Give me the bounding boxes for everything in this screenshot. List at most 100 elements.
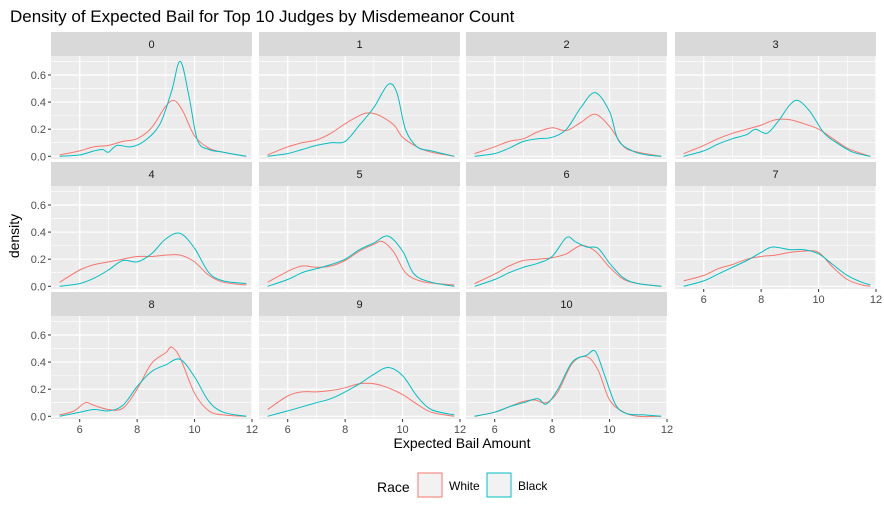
facet-strip-label: 3 [772, 39, 778, 51]
facet-panel-1: 1 [259, 32, 461, 159]
x-tick-label: 8 [342, 424, 348, 436]
facet-panel-7: 7 6 8 10 12 [675, 162, 882, 306]
facet-strip-label: 9 [356, 299, 362, 311]
facet-strip-label: 1 [356, 39, 362, 51]
y-tick-label: 0.4 [31, 97, 46, 109]
density-line-black [474, 236, 662, 287]
density-line-white [683, 118, 871, 157]
facet-panel-8: 8 0.0 0.2 0.4 0.6 6 8 10 12 [31, 292, 258, 436]
facet-panel-3: 3 [675, 32, 877, 159]
legend-title: Race [377, 479, 410, 495]
facet-strip [466, 32, 667, 56]
facet-strip [51, 162, 252, 186]
x-tick-label: 10 [396, 424, 408, 436]
density-line-black [267, 366, 455, 417]
density-line-black [267, 83, 455, 157]
density-line-white [267, 240, 455, 286]
facet-panel-6: 6 [466, 162, 668, 289]
facet-strip [259, 32, 460, 56]
density-line-black [59, 358, 247, 417]
x-tick-label: 8 [134, 424, 140, 436]
panel-background [51, 186, 252, 289]
y-axis-title: density [6, 214, 22, 258]
y-tick-label: 0.2 [31, 124, 46, 136]
x-tick-label: 10 [188, 424, 200, 436]
density-line-white [474, 245, 662, 287]
panel-background [259, 56, 460, 159]
facet-strip-label: 0 [148, 39, 154, 51]
x-tick-label: 6 [77, 424, 83, 436]
x-tick-label: 10 [812, 294, 824, 306]
density-line-black [474, 92, 662, 157]
facet-strip-label: 5 [356, 169, 362, 181]
y-tick-label: 0.4 [31, 227, 46, 239]
facet-strip [51, 32, 252, 56]
facet-strip [466, 162, 667, 186]
x-axis-title: Expected Bail Amount [394, 435, 531, 451]
panel-background [259, 186, 460, 289]
x-tick-label: 12 [246, 424, 258, 436]
density-line-black [474, 349, 662, 417]
facet-panel-2: 2 [466, 32, 668, 159]
facet-panel-10: 10 6 8 10 12 [466, 292, 673, 436]
facet-strip-label: 7 [772, 169, 778, 181]
facet-strip [259, 162, 460, 186]
panel-background [51, 316, 252, 419]
y-tick-label: 0.6 [31, 70, 46, 82]
density-line-white [59, 346, 247, 417]
density-line-black [683, 246, 871, 287]
panel-background [675, 186, 876, 289]
y-tick-label: 0.4 [31, 357, 46, 369]
x-tick-label: 8 [758, 294, 764, 306]
x-tick-label: 10 [603, 424, 615, 436]
panel-background [51, 56, 252, 159]
density-line-black [683, 99, 871, 157]
x-tick-label: 12 [454, 424, 466, 436]
facet-panel-5: 5 [259, 162, 461, 289]
legend-key-black [486, 472, 512, 498]
x-tick-label: 12 [870, 294, 882, 306]
density-line-white [683, 250, 871, 287]
density-line-black [59, 232, 247, 287]
y-tick-label: 0.0 [31, 411, 46, 423]
facet-strip [675, 32, 876, 56]
facet-strip-label: 8 [148, 299, 154, 311]
density-line-white [474, 113, 662, 157]
x-tick-label: 6 [492, 424, 498, 436]
x-tick-label: 6 [285, 424, 291, 436]
facet-strip-label: 10 [560, 299, 572, 311]
panel-background [675, 56, 876, 159]
y-tick-label: 0.2 [31, 384, 46, 396]
facet-strip [259, 292, 460, 316]
facet-strip [675, 162, 876, 186]
y-tick-label: 0.6 [31, 330, 46, 342]
legend-label-white: White [449, 479, 480, 493]
chart-title: Density of Expected Bail for Top 10 Judg… [10, 7, 515, 26]
density-line-white [59, 254, 247, 286]
legend: Race White Black [377, 472, 548, 498]
facet-strip [51, 292, 252, 316]
y-tick-label: 0.6 [31, 200, 46, 212]
facet-panel-9: 9 6 8 10 12 [259, 292, 466, 436]
panel-background [259, 316, 460, 419]
panel-background [466, 316, 667, 419]
density-line-black [59, 60, 247, 157]
y-tick-label: 0.2 [31, 254, 46, 266]
x-tick-label: 12 [661, 424, 673, 436]
facet-strip [466, 292, 667, 316]
panel-background [466, 56, 667, 159]
facet-panels: 00.00.20.40.61 2 340.00.20.40.65 6 76 8 10 1280… [31, 32, 882, 436]
facet-panel-4: 4 0.0 0.2 0.4 0.6 [31, 162, 253, 293]
legend-label-black: Black [518, 479, 548, 493]
y-tick-label: 0.0 [31, 281, 46, 293]
facet-panel-0: 0 0.0 0.2 0.4 0.6 [31, 32, 253, 163]
density-line-black [267, 235, 455, 287]
legend-key-white [417, 472, 443, 498]
x-tick-label: 8 [549, 424, 555, 436]
x-tick-label: 6 [701, 294, 707, 306]
facet-strip-label: 4 [148, 169, 154, 181]
y-tick-label: 0.0 [31, 151, 46, 163]
facet-strip-label: 2 [563, 39, 569, 51]
facet-strip-label: 6 [563, 169, 569, 181]
